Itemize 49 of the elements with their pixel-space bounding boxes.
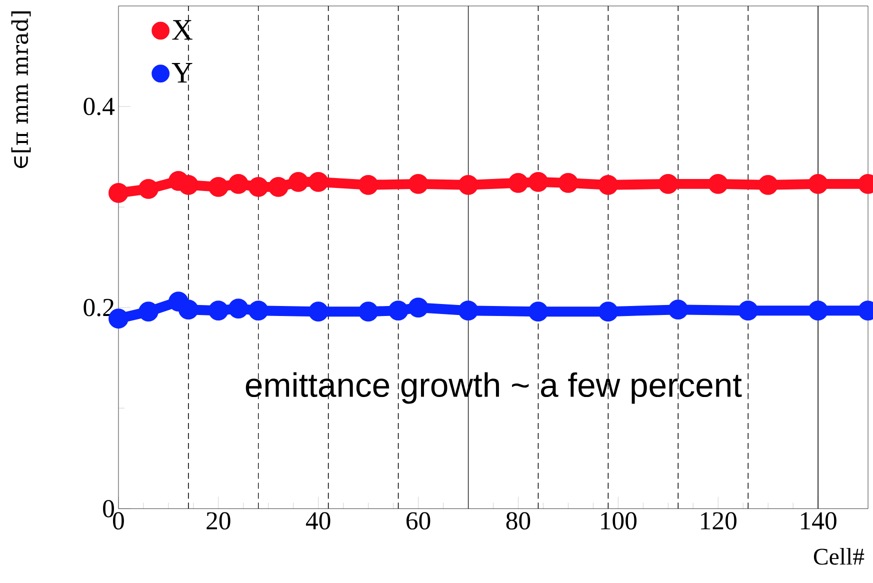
point — [308, 301, 328, 322]
point — [208, 300, 228, 320]
point — [808, 174, 828, 194]
legend-label: X — [172, 20, 192, 40]
point — [558, 172, 578, 193]
point — [268, 176, 288, 197]
x-tick-label: 140 — [800, 512, 836, 530]
point — [528, 172, 548, 192]
point — [598, 301, 618, 322]
point — [738, 300, 758, 320]
legend-label: Y — [172, 62, 192, 82]
point — [308, 172, 328, 192]
x-tick-label: 40 — [306, 512, 330, 530]
x-tick-label: 100 — [601, 512, 637, 530]
x-tick-label: 120 — [701, 512, 736, 530]
point — [528, 301, 548, 322]
point — [598, 174, 618, 195]
point — [248, 300, 268, 320]
point — [138, 301, 158, 322]
x-tick-label: 80 — [506, 512, 530, 530]
point — [458, 174, 478, 195]
point — [708, 174, 728, 194]
point — [408, 174, 428, 194]
point — [108, 182, 128, 203]
point — [288, 172, 308, 192]
point — [228, 298, 248, 318]
point — [508, 172, 528, 193]
point — [178, 174, 198, 195]
point — [168, 291, 188, 312]
x-axis-title: Cell# — [814, 548, 864, 565]
point — [658, 174, 678, 194]
point — [178, 299, 198, 320]
y-axis-title: ∈[π mm mrad] — [11, 11, 31, 168]
point — [758, 174, 778, 195]
point — [228, 174, 248, 194]
x-tick-label: 20 — [206, 512, 230, 530]
point — [458, 300, 478, 320]
y-tick-label: 0 — [103, 500, 114, 518]
y-tick-label: 0.4 — [84, 98, 115, 116]
x-tick-label: 60 — [406, 512, 430, 530]
point — [808, 300, 828, 320]
point — [408, 297, 428, 318]
point — [138, 178, 158, 199]
point — [388, 300, 408, 320]
point — [668, 299, 688, 320]
point — [208, 176, 228, 197]
point — [358, 301, 378, 322]
point — [248, 176, 268, 197]
point — [358, 174, 378, 195]
